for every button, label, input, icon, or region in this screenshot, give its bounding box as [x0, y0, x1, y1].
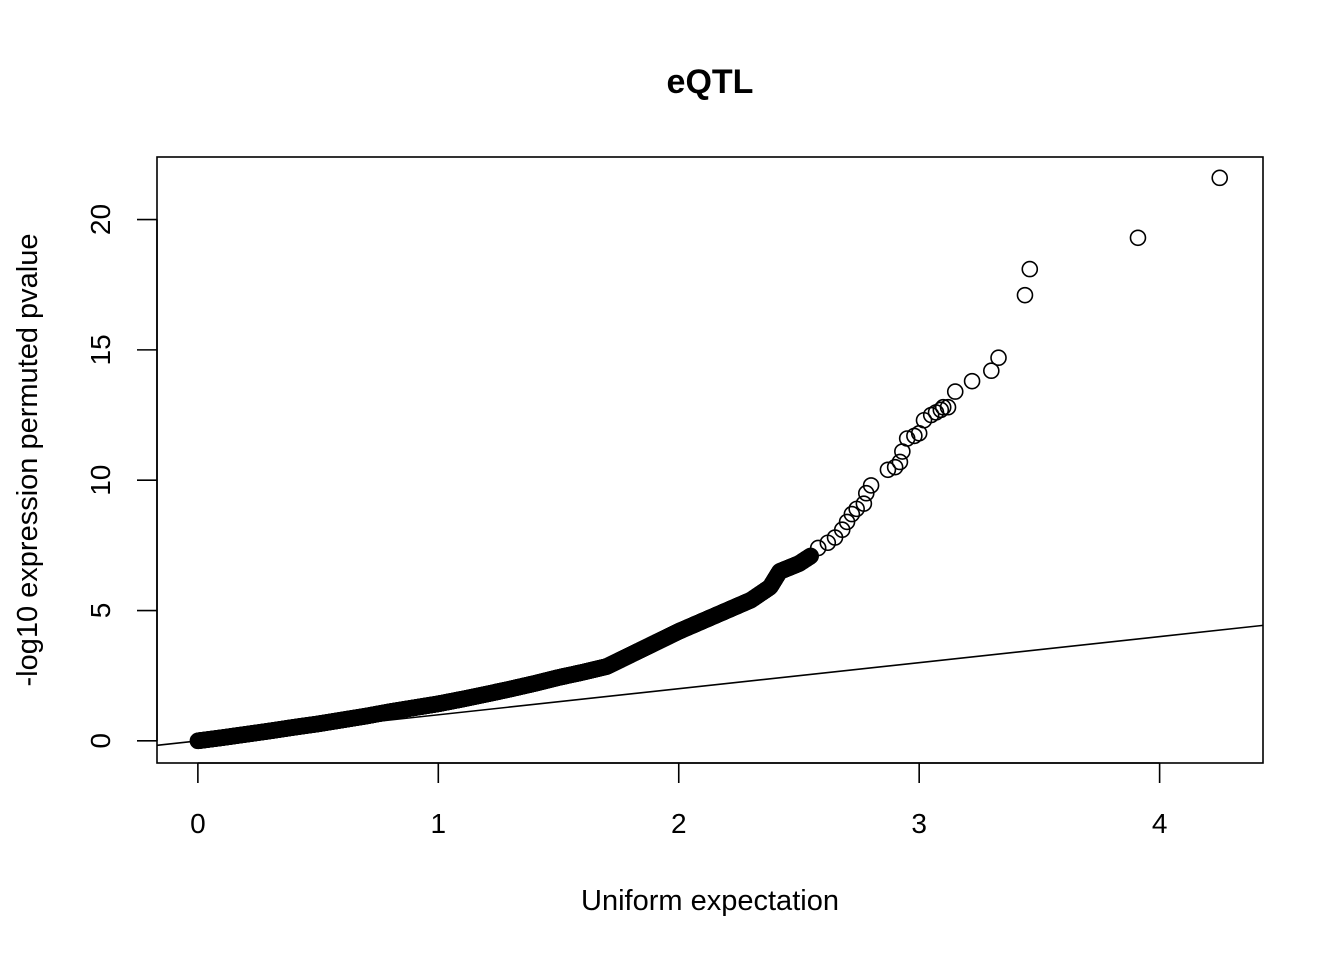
y-axis: 0 5 10 15 20	[85, 204, 158, 749]
y-axis-label: -log10 expression permuted pvalue	[12, 234, 44, 687]
plot-frame	[156, 156, 1264, 764]
data-point	[843, 505, 861, 523]
y-tick-label: 0	[85, 733, 116, 749]
y-tick-label: 10	[85, 465, 116, 496]
data-point	[886, 458, 904, 476]
data-point	[1129, 229, 1147, 247]
data-point	[1211, 169, 1229, 187]
x-axis-label: Uniform expectation	[581, 885, 839, 917]
x-tick-label: 1	[431, 808, 447, 839]
data-point	[932, 401, 950, 419]
data-point	[963, 372, 981, 390]
data-point	[1016, 286, 1034, 304]
data-point	[891, 453, 909, 471]
data-point	[946, 383, 964, 400]
x-tick-label: 2	[671, 808, 687, 839]
chart-title: eQTL	[667, 63, 754, 101]
y-tick-label: 15	[85, 334, 116, 365]
data-point	[862, 477, 880, 494]
x-tick-label: 4	[1152, 808, 1168, 839]
y-tick-label: 5	[85, 603, 116, 619]
x-tick-label: 3	[911, 808, 927, 839]
data-points	[189, 169, 1229, 750]
data-point	[990, 349, 1007, 367]
data-point	[855, 495, 873, 512]
data-point	[934, 398, 952, 416]
data-point	[879, 461, 897, 479]
data-point	[939, 398, 957, 416]
data-point	[1021, 260, 1039, 278]
y-tick-label: 20	[85, 204, 116, 235]
x-axis: 0 1 2 3 4	[190, 762, 1168, 839]
data-point	[983, 362, 1000, 380]
x-tick-label: 0	[190, 808, 206, 839]
data-point	[809, 539, 827, 557]
